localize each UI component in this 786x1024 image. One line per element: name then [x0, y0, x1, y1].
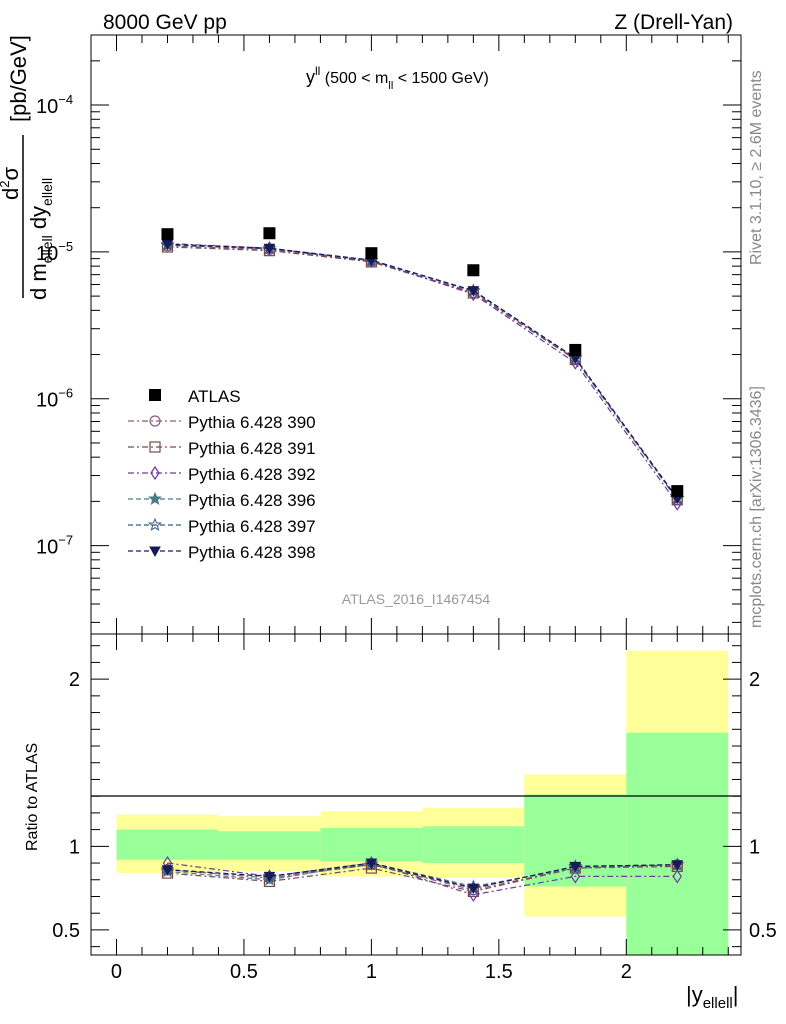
ratio-point	[467, 883, 480, 895]
ratio-panel-frame	[90, 633, 742, 956]
rivet-label: Rivet 3.1.10, ≥ 2.6M events	[748, 70, 765, 265]
main-panel-background	[91, 35, 741, 634]
atlas-data-point	[671, 485, 684, 498]
x-tick-label: 1.5	[485, 961, 513, 983]
ratio-series-line	[167, 862, 678, 888]
main-panel-title: yll (500 < mll < 1500 GeV)	[306, 64, 489, 92]
ratio-point	[161, 865, 174, 876]
ratio-band-green	[626, 732, 729, 955]
atlas-data-point	[569, 343, 582, 356]
atlas-data-point	[467, 264, 480, 277]
legend: ATLAS Pythia 6.428 390 Pythia 6.428 391 Pyt…	[128, 387, 316, 562]
ratio-y-tick-label: 0.5	[52, 920, 80, 942]
mc-point	[263, 243, 276, 255]
legend-marker	[149, 415, 161, 427]
x-axis-title: |yellell|	[686, 982, 738, 1012]
process-label: Z (Drell-Yan)	[614, 11, 733, 34]
y-tick-label: 10−4	[36, 92, 73, 118]
main-y-axis-ticks: 10−4 10−5 10−6 10−7	[36, 60, 741, 623]
ratio-point	[671, 860, 684, 871]
svg-text:[pb/GeV]: [pb/GeV]	[6, 35, 31, 122]
ratio-y-tick-label: 0.5	[749, 920, 777, 942]
ratio-band-green	[116, 829, 219, 860]
svg-text:d2σ: d2σ	[0, 167, 23, 200]
mcplots-label: mcplots.cern.ch [arXiv:1306.3436]	[748, 386, 765, 628]
ratio-band-green	[218, 831, 321, 860]
ratio-point	[263, 871, 276, 883]
analysis-label: ATLAS_2016_I1467454	[342, 591, 491, 607]
legend-label-atlas: ATLAS	[188, 387, 241, 406]
ratio-y-tick-label: 1	[69, 836, 80, 858]
ratio-series-line	[167, 864, 678, 891]
ratio-y-tick-label: 1	[749, 836, 760, 858]
ratio-point	[365, 858, 378, 870]
legend-label: Pythia 6.428 392	[188, 465, 316, 484]
ratio-uncertainty-bands	[116, 650, 729, 955]
mc-point	[467, 286, 480, 297]
atlas-data-point	[365, 247, 378, 260]
main-x-axis-ticks	[115, 35, 729, 634]
ratio-series-line	[167, 865, 678, 893]
atlas-data-layer	[161, 227, 684, 498]
energy-label: 8000 GeV pp	[103, 11, 227, 34]
legend-marker-atlas	[149, 389, 161, 401]
x-tick-label: 1	[366, 961, 377, 983]
mc-series-line	[167, 246, 678, 501]
y-tick-label: 10−7	[36, 533, 73, 559]
ratio-point	[569, 861, 582, 873]
ratio-series-layer	[160, 855, 685, 902]
y-tick-label: 10−5	[36, 239, 73, 265]
legend-label: Pythia 6.428 396	[188, 491, 316, 510]
legend-label: Pythia 6.428 390	[188, 413, 316, 432]
main-series-layer	[160, 236, 685, 511]
ratio-series-line	[167, 862, 678, 896]
ratio-series-line	[167, 862, 678, 889]
ratio-band-green	[422, 826, 525, 864]
legend-label: Pythia 6.428 398	[188, 543, 316, 562]
legend-marker	[149, 546, 161, 558]
svg-text:d mellell dyellell: d mellell dyellell	[26, 178, 55, 300]
ratio-y-tick-label: 2	[69, 669, 80, 691]
legend-marker	[149, 441, 161, 453]
legend-marker	[150, 465, 160, 481]
ratio-y-axis-title: Ratio to ATLAS	[24, 743, 41, 851]
legend-marker	[148, 491, 162, 506]
y-tick-label: 10−6	[36, 386, 73, 412]
legend-marker	[148, 517, 162, 532]
x-tick-label: 0	[111, 961, 122, 983]
mc-series-line	[167, 243, 678, 499]
legend-label: Pythia 6.428 391	[188, 439, 316, 458]
x-tick-label: 2	[621, 961, 632, 983]
ratio-point	[570, 869, 581, 884]
ratio-point	[672, 869, 682, 884]
main-y-axis-title: d mellell dyellell d2σ [pb/GeV]	[0, 35, 55, 300]
ratio-y-axis-ticks: 0.5 0.5 1 1 2 2	[52, 645, 777, 948]
ratio-series-line	[167, 864, 678, 889]
x-tick-label: 0.5	[230, 961, 258, 983]
atlas-data-point	[263, 227, 276, 240]
legend-label: Pythia 6.428 397	[188, 517, 316, 536]
ratio-y-tick-label: 2	[749, 669, 760, 691]
atlas-data-point	[161, 228, 174, 241]
ratio-x-axis-ticks: 0 0.5 1 1.5 2	[111, 634, 729, 983]
